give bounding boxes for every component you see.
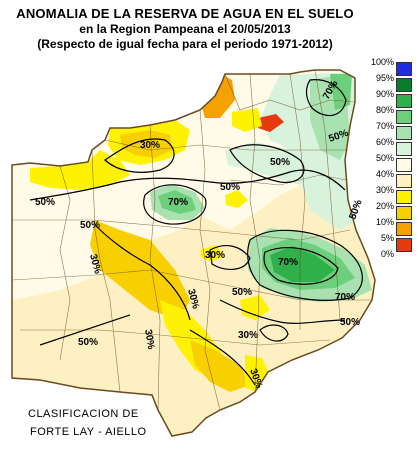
legend-label: 10% [375,217,394,227]
legend-swatch [396,78,412,92]
legend-swatch [396,238,412,252]
legend-swatch [396,190,412,204]
map-subtitle-date: en la Region Pampeana el 20/05/2013 [79,22,291,36]
contour-label: 50% [270,157,290,168]
contour-label: 50% [220,182,240,193]
legend-swatch [396,158,412,172]
legend-swatch [396,62,412,76]
legend-label: 100% [370,57,394,67]
contour-label: 50% [232,287,252,298]
map-subtitle-period: (Respecto de igual fecha para el periodo… [37,37,333,51]
classification-credit-line1: CLASIFICACION DE [28,408,139,420]
legend-label: 30% [375,185,394,195]
legend-label: 90% [375,89,394,99]
contour-label: 70% [335,292,355,303]
contour-lines [29,79,363,386]
legend-swatch [396,126,412,140]
legend-label: 70% [375,121,394,131]
contour-label: 30% [142,329,156,351]
contour-label: 30% [140,140,160,151]
contour-label: 70% [278,257,298,268]
district-boundaries [11,69,372,411]
contour-label: 50% [347,198,364,221]
legend-swatch [396,94,412,108]
legend-label: 0% [380,249,394,259]
legend-label: 40% [375,169,394,179]
region-outline [11,69,376,437]
contour-label: 70% [168,197,188,208]
legend-label: 60% [375,137,394,147]
legend-swatch [396,206,412,220]
legend-label: 20% [375,201,394,211]
map-title: ANOMALIA DE LA RESERVA DE AGUA EN EL SUE… [16,6,354,21]
legend-label: 5% [380,233,394,243]
legend-label: 50% [375,153,394,163]
legend-swatch [396,222,412,236]
contour-label: 30% [238,330,258,341]
legend-swatch [396,142,412,156]
legend-swatch [396,110,412,124]
contour-label: 50% [80,220,100,231]
legend-label: 95% [375,73,394,83]
contour-label: 50% [78,337,98,348]
contour-label: 30% [205,250,225,261]
classification-credit-line2: FORTE LAY - AIELLO [30,426,147,438]
legend-swatch [396,174,412,188]
contour-label: 30% [87,253,103,275]
contour-label: 50% [35,197,55,208]
contour-label: 50% [340,317,360,328]
contour-label: 30% [185,288,201,310]
legend-label: 80% [375,105,394,115]
